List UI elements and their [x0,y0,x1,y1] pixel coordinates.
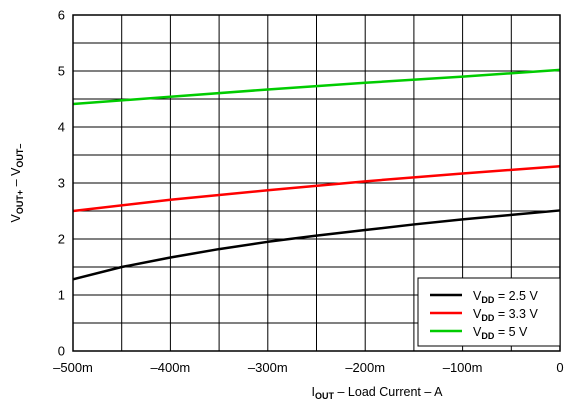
y-tick-label: 4 [58,120,65,135]
x-tick-label: –200m [345,360,385,375]
legend-label-3-main: V [473,325,482,339]
legend-label-3: VDD = 5 V [473,325,528,341]
y-axis-title-a-sub: OUT+ [15,190,25,214]
series-line-2 [72,164,561,213]
legend-label-1-sub: DD [481,295,494,305]
legend-item-2: VDD = 3.3 V [430,307,538,323]
x-axis-title: IOUT – Load Current – A [312,385,444,400]
x-tick-label: –400m [151,360,191,375]
legend-label-1-rest: = 2.5 V [494,289,538,303]
grid [73,15,560,351]
x-tick-label: –100m [443,360,483,375]
y-tick-labels: 0 1 2 3 4 5 6 [58,8,65,359]
legend-label-1: VDD = 2.5 V [473,289,538,305]
legend-item-3: VDD = 5 V [430,325,528,341]
y-tick-label: 3 [58,176,65,191]
y-tick-label: 2 [58,232,65,247]
series-group [72,68,561,281]
y-tick-label: 5 [58,64,65,79]
legend-label-3-rest: = 5 V [494,325,528,339]
legend-item-1: VDD = 2.5 V [430,289,538,305]
legend-label-3-sub: DD [481,331,494,341]
legend-label-2: VDD = 3.3 V [473,307,538,323]
x-tick-labels: –500m –400m –300m –200m –100m 0 [53,360,563,375]
y-tick-label: 0 [58,344,65,359]
y-axis-title-mid: – V [9,167,23,190]
y-axis-title: VOUT+ – VOUT– [9,144,25,223]
legend-label-2-main: V [473,307,482,321]
series-line-3 [72,68,561,106]
legend-label-1-main: V [473,289,482,303]
y-axis-title-b-sub: OUT– [15,144,25,168]
x-axis-title-sub: OUT [315,391,335,400]
plot-frame [72,14,561,352]
y-tick-label: 6 [58,8,65,23]
x-tick-label: –500m [53,360,93,375]
legend-label-2-rest: = 3.3 V [494,307,538,321]
x-axis-title-main: I [312,385,315,399]
x-axis-title-rest: – Load Current – A [334,385,443,399]
series-line-1 [72,209,561,281]
y-tick-label: 1 [58,288,65,303]
legend-label-2-sub: DD [481,313,494,323]
x-tick-label: –300m [248,360,288,375]
y-axis-title-a: V [9,213,23,222]
legend: VDD = 2.5 V VDD = 3.3 V VDD = 5 V [417,277,561,347]
x-tick-label: 0 [556,360,563,375]
